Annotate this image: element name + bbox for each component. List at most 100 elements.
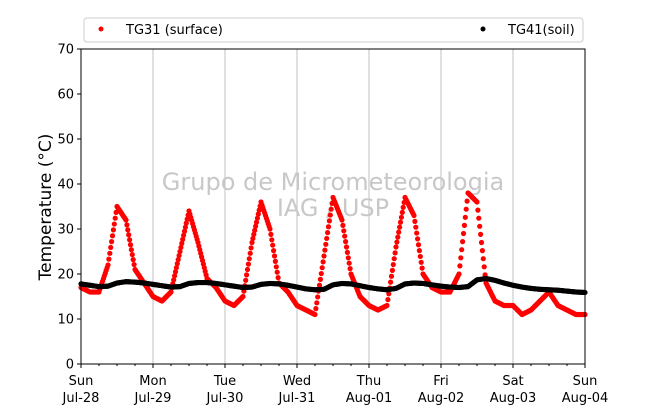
data-point — [419, 265, 425, 271]
y-tick-label: 50 — [57, 133, 74, 148]
data-point — [110, 227, 116, 233]
data-point — [345, 255, 351, 261]
data-point — [481, 264, 487, 270]
x-tick-label-date: Aug-04 — [562, 391, 609, 406]
data-point — [244, 266, 251, 273]
data-point — [344, 249, 350, 255]
x-tick-label-day: Sun — [69, 374, 94, 389]
data-point — [464, 198, 470, 204]
data-point — [272, 258, 278, 264]
y-axis-label: Temperature (°C) — [36, 134, 56, 282]
x-tick-label-day: Tue — [213, 374, 236, 389]
data-point — [177, 248, 183, 255]
data-point — [129, 252, 135, 258]
data-point — [181, 228, 188, 234]
data-point — [268, 231, 274, 237]
data-point — [327, 212, 333, 218]
data-point — [273, 264, 279, 270]
y-tick-label: 10 — [57, 313, 74, 328]
x-tick-label-day: Sat — [502, 374, 523, 389]
data-point — [172, 273, 178, 279]
data-point — [399, 209, 405, 215]
data-point — [316, 282, 323, 288]
data-point — [127, 242, 134, 248]
data-point — [398, 214, 404, 220]
data-points — [78, 190, 588, 318]
y-tick-label: 0 — [66, 358, 74, 373]
data-point — [455, 273, 461, 279]
x-tick-label-day: Fri — [433, 374, 449, 389]
data-point — [313, 306, 319, 312]
data-point — [275, 275, 281, 281]
x-tick-label-date: Aug-03 — [490, 391, 537, 406]
data-point — [347, 266, 353, 272]
data-point — [269, 237, 275, 243]
data-point — [394, 239, 400, 245]
data-point — [253, 223, 259, 229]
data-point — [253, 219, 260, 225]
data-point — [176, 252, 182, 259]
data-point — [395, 234, 401, 240]
data-point — [246, 256, 252, 262]
data-point — [130, 257, 136, 263]
data-point — [108, 244, 114, 251]
data-point — [388, 279, 394, 285]
legend-label-soil: TG41(soil) — [507, 23, 575, 38]
data-point — [383, 303, 389, 309]
data-point — [326, 218, 332, 224]
data-point — [323, 241, 329, 247]
data-point — [183, 220, 189, 226]
data-point — [479, 248, 485, 254]
legend-marker-surface — [98, 26, 104, 32]
data-point — [457, 263, 463, 269]
y-tick-label: 60 — [57, 88, 74, 103]
data-point — [463, 206, 469, 212]
data-point — [393, 244, 399, 250]
data-point — [122, 216, 128, 222]
data-point — [460, 230, 467, 237]
data-point — [458, 255, 464, 261]
data-point — [107, 250, 113, 256]
x-tick-label-day: Thu — [356, 374, 381, 389]
y-tick-label: 70 — [57, 43, 74, 58]
data-point — [248, 245, 254, 251]
data-point — [325, 230, 331, 236]
data-point — [251, 231, 257, 237]
data-point — [239, 294, 245, 300]
data-point — [131, 261, 137, 268]
data-point — [271, 248, 277, 254]
data-point — [321, 253, 327, 259]
data-point — [252, 227, 258, 233]
data-point — [581, 289, 587, 296]
data-point — [314, 300, 320, 306]
data-point — [343, 244, 350, 250]
data-point — [397, 224, 403, 230]
data-point — [386, 291, 392, 297]
x-tick-label-date: Jul-28 — [62, 391, 100, 406]
data-point — [317, 276, 323, 282]
data-point — [256, 207, 262, 213]
data-point — [111, 221, 117, 227]
data-point — [325, 224, 332, 230]
data-point — [391, 256, 397, 262]
data-point — [109, 239, 115, 245]
data-point — [460, 239, 466, 245]
data-point — [171, 277, 177, 283]
data-point — [249, 239, 255, 246]
data-point — [478, 231, 484, 237]
data-point — [180, 236, 186, 242]
data-point — [414, 230, 420, 236]
data-point — [203, 272, 209, 278]
data-point — [178, 244, 184, 251]
x-tick-label-date: Jul-29 — [134, 391, 172, 406]
data-point — [478, 239, 485, 246]
data-point — [109, 233, 116, 239]
data-point — [126, 232, 132, 238]
x-tick-label-date: Jul-31 — [278, 391, 316, 406]
data-point — [415, 242, 422, 248]
data-point — [462, 214, 468, 220]
x-tick-label-day: Wed — [283, 374, 311, 389]
data-point — [244, 272, 250, 278]
data-point — [459, 247, 465, 253]
